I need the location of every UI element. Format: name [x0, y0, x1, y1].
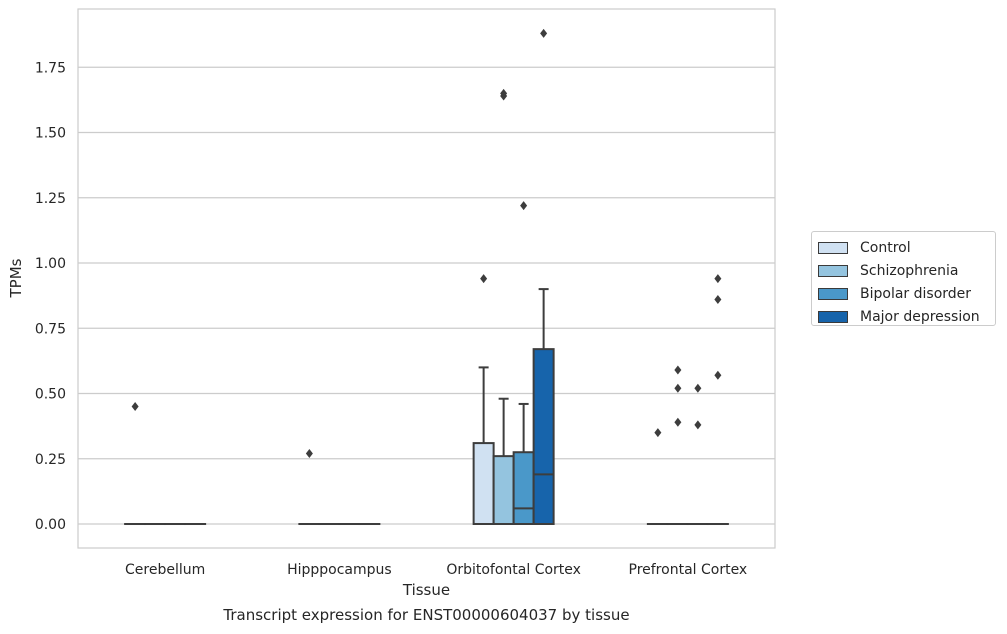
legend-item-major-depression: Major depression: [818, 305, 995, 328]
x-tick-label: Prefrontal Cortex: [629, 562, 748, 578]
legend-item-bipolar-disorder: Bipolar disorder: [818, 282, 995, 305]
outlier-point: [480, 274, 488, 284]
box: [472, 442, 495, 525]
legend-label-bipolar-disorder: Bipolar disorder: [860, 285, 972, 302]
y-tick-label: 0.00: [35, 517, 66, 533]
box-group: [686, 383, 709, 526]
legend-label-schizophrenia: Schizophrenia: [860, 262, 959, 279]
box-group: [472, 274, 495, 525]
outlier-point: [540, 28, 548, 38]
outlier-point: [305, 449, 313, 459]
box: [492, 455, 515, 526]
y-tick-label: 0.50: [35, 387, 66, 403]
plot-frame: [77, 8, 776, 549]
y-tick-label: 1.25: [35, 191, 66, 207]
box-group: [492, 88, 515, 526]
legend-item-schizophrenia: Schizophrenia: [818, 259, 995, 282]
outlier-point: [520, 201, 528, 211]
box-group: [512, 201, 535, 526]
outlier-point: [674, 383, 682, 393]
outlier-point: [714, 370, 722, 380]
outlier-point: [714, 295, 722, 305]
chart-caption: Transcript expression for ENST0000060403…: [223, 606, 630, 624]
y-tick-label: 1.75: [35, 60, 66, 76]
outlier-point: [674, 365, 682, 375]
legend-label-control: Control: [860, 239, 911, 256]
y-axis-label: TPMs: [7, 258, 25, 298]
outlier-point: [694, 420, 702, 430]
y-tick-label: 0.25: [35, 452, 66, 468]
x-tick-label: Cerebellum: [125, 562, 205, 578]
outlier-point: [674, 417, 682, 427]
box-group: [298, 449, 321, 526]
legend-swatch-control: [818, 241, 848, 254]
legend-item-control: Control: [818, 236, 995, 259]
box: [512, 451, 535, 526]
box-group: [706, 274, 729, 526]
x-tick-label: Orbitofontal Cortex: [446, 562, 581, 578]
gridlines: [78, 66, 775, 525]
box-group: [646, 428, 669, 526]
legend-swatch-schizophrenia: [818, 264, 848, 277]
box-group: [124, 402, 147, 526]
x-tick-labels: Cerebellum Hipppocampus Orbitofontal Corte…: [125, 562, 747, 578]
outlier-point: [654, 428, 662, 438]
legend-label-major-depression: Major depression: [860, 308, 980, 325]
outlier-point: [714, 274, 722, 284]
y-tick-label: 1.00: [35, 256, 66, 272]
boxes: [124, 28, 729, 526]
outlier-point: [131, 402, 139, 412]
outlier-point: [500, 88, 508, 98]
box: [532, 348, 555, 525]
y-tick-label: 1.50: [35, 126, 66, 142]
outlier-point: [694, 383, 702, 393]
x-axis-label: Tissue: [402, 581, 450, 599]
x-tick-label: Hipppocampus: [287, 562, 392, 578]
box-group: [532, 28, 555, 525]
legend: Control Schizophrenia Bipolar disorder M…: [811, 231, 996, 326]
y-tick-label: 0.75: [35, 321, 66, 337]
box-group: [666, 365, 689, 526]
y-tick-labels: 0.00 0.25 0.50 0.75 1.00 1.25 1.50 1.75: [35, 60, 66, 533]
legend-swatch-major-depression: [818, 310, 848, 323]
legend-swatch-bipolar-disorder: [818, 287, 848, 300]
